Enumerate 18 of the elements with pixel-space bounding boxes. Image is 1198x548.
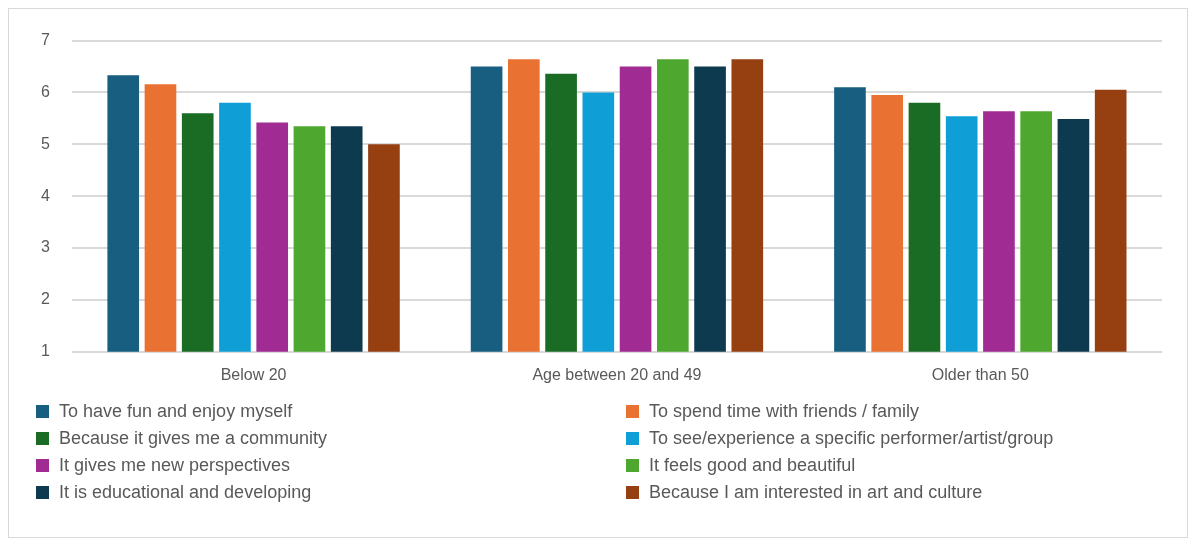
x-tick-label: Older than 50	[931, 365, 1029, 383]
x-tick-label: Below 20	[220, 365, 287, 383]
legend-label: It is educational and developing	[59, 482, 312, 503]
y-tick-label: 1	[40, 342, 50, 360]
y-tick-label: 6	[40, 82, 50, 100]
x-tick-label: Age between 20 and 49	[532, 365, 702, 383]
legend-label: To spend time with friends / family	[649, 401, 920, 422]
legend-label: Because it gives me a community	[59, 428, 328, 449]
y-tick-label: 5	[40, 134, 50, 152]
y-tick-label: 3	[40, 238, 50, 256]
legend-label: It feels good and beautiful	[649, 455, 856, 476]
legend-label: It gives me new perspectives	[59, 455, 291, 476]
legend-label: To have fun and enjoy myself	[59, 401, 293, 422]
legend-label: To see/experience a specific performer/artist/group	[649, 428, 1054, 449]
y-tick-label: 2	[40, 290, 50, 308]
legend-label: Because I am interested in art and culture	[649, 482, 983, 503]
y-tick-label: 4	[40, 186, 50, 204]
y-tick-label: 7	[40, 31, 50, 49]
